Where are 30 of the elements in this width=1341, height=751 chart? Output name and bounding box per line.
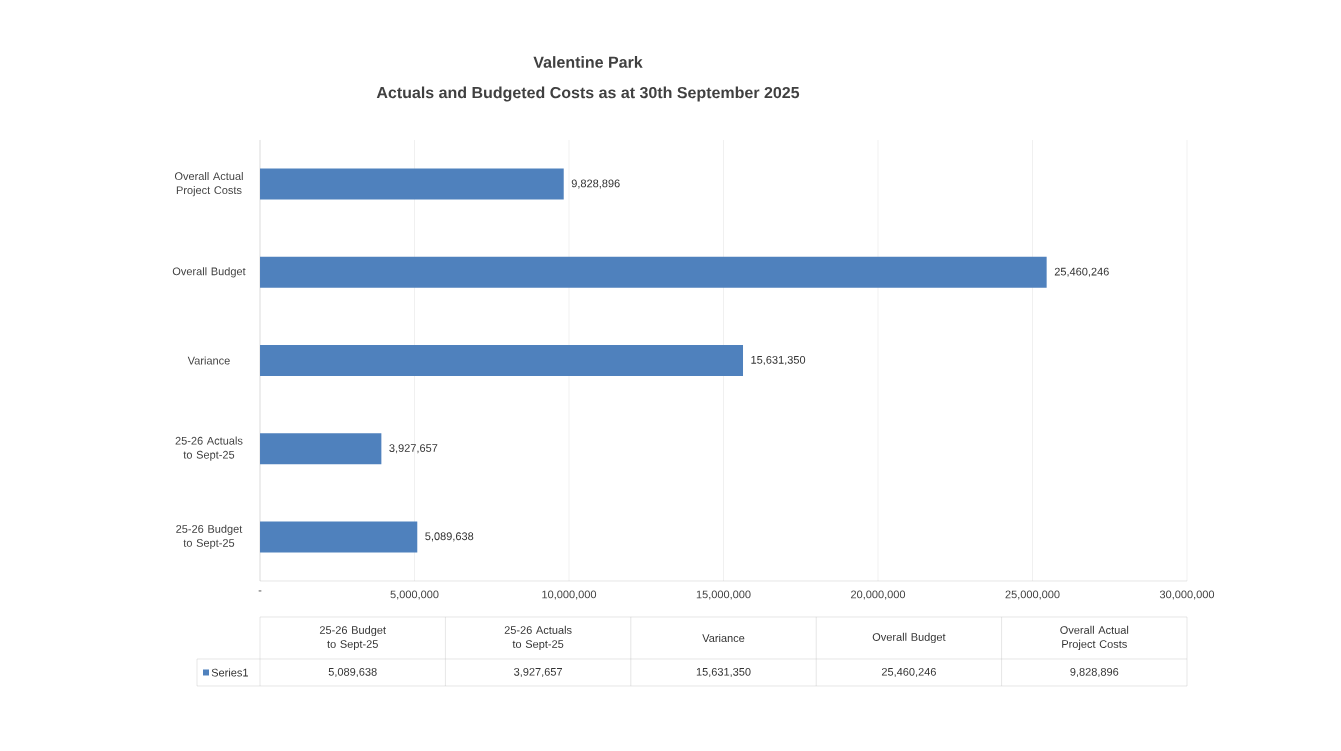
category-label: 25-26 Budget to Sept-25	[319, 625, 386, 651]
data-label: 9,828,896	[571, 179, 620, 189]
data-label: 15,631,350	[751, 355, 806, 366]
x-tick-label: 20,000,000	[851, 590, 906, 600]
text: 3,927,657	[514, 667, 563, 678]
x-tick-label: 30,000,000	[1159, 590, 1215, 600]
data-label: 3,927,657	[389, 444, 438, 454]
x-tick-label: 15,000,000	[696, 590, 751, 600]
text: 25,460,246	[881, 667, 936, 678]
text: 9,828,896	[1070, 667, 1119, 678]
chart-title: Valentine Park	[533, 56, 643, 68]
y-tick-label: 25-26 Budget to Sept-25	[176, 524, 243, 550]
x-tick-label: 10,000,000	[542, 590, 597, 600]
category-label: Overall Budget	[872, 632, 946, 644]
legend-label: Series1	[211, 668, 248, 677]
y-tick-label: Variance	[187, 356, 230, 365]
text: 15,631,350	[696, 667, 751, 678]
x-tick-label: -	[258, 590, 262, 592]
y-tick-label: Overall Budget	[172, 267, 246, 278]
data-label: 25,460,246	[1054, 267, 1109, 277]
category-label: Variance	[702, 633, 745, 643]
x-tick-label: 5,000,000	[390, 590, 439, 600]
category-label: 25-26 Actuals to Sept-25	[504, 625, 572, 651]
category-label: Overall Actual Project Costs	[1060, 625, 1129, 651]
data-label: 5,089,638	[425, 532, 474, 542]
text: 5,089,638	[328, 667, 377, 678]
y-tick-label: Overall Actual Project Costs	[174, 171, 243, 197]
y-tick-label: 25-26 Actuals to Sept-25	[175, 436, 243, 461]
x-tick-label: 25,000,000	[1005, 590, 1060, 600]
chart-subtitle: Actuals and Budgeted Costs as at 30th September 2025	[376, 86, 800, 102]
